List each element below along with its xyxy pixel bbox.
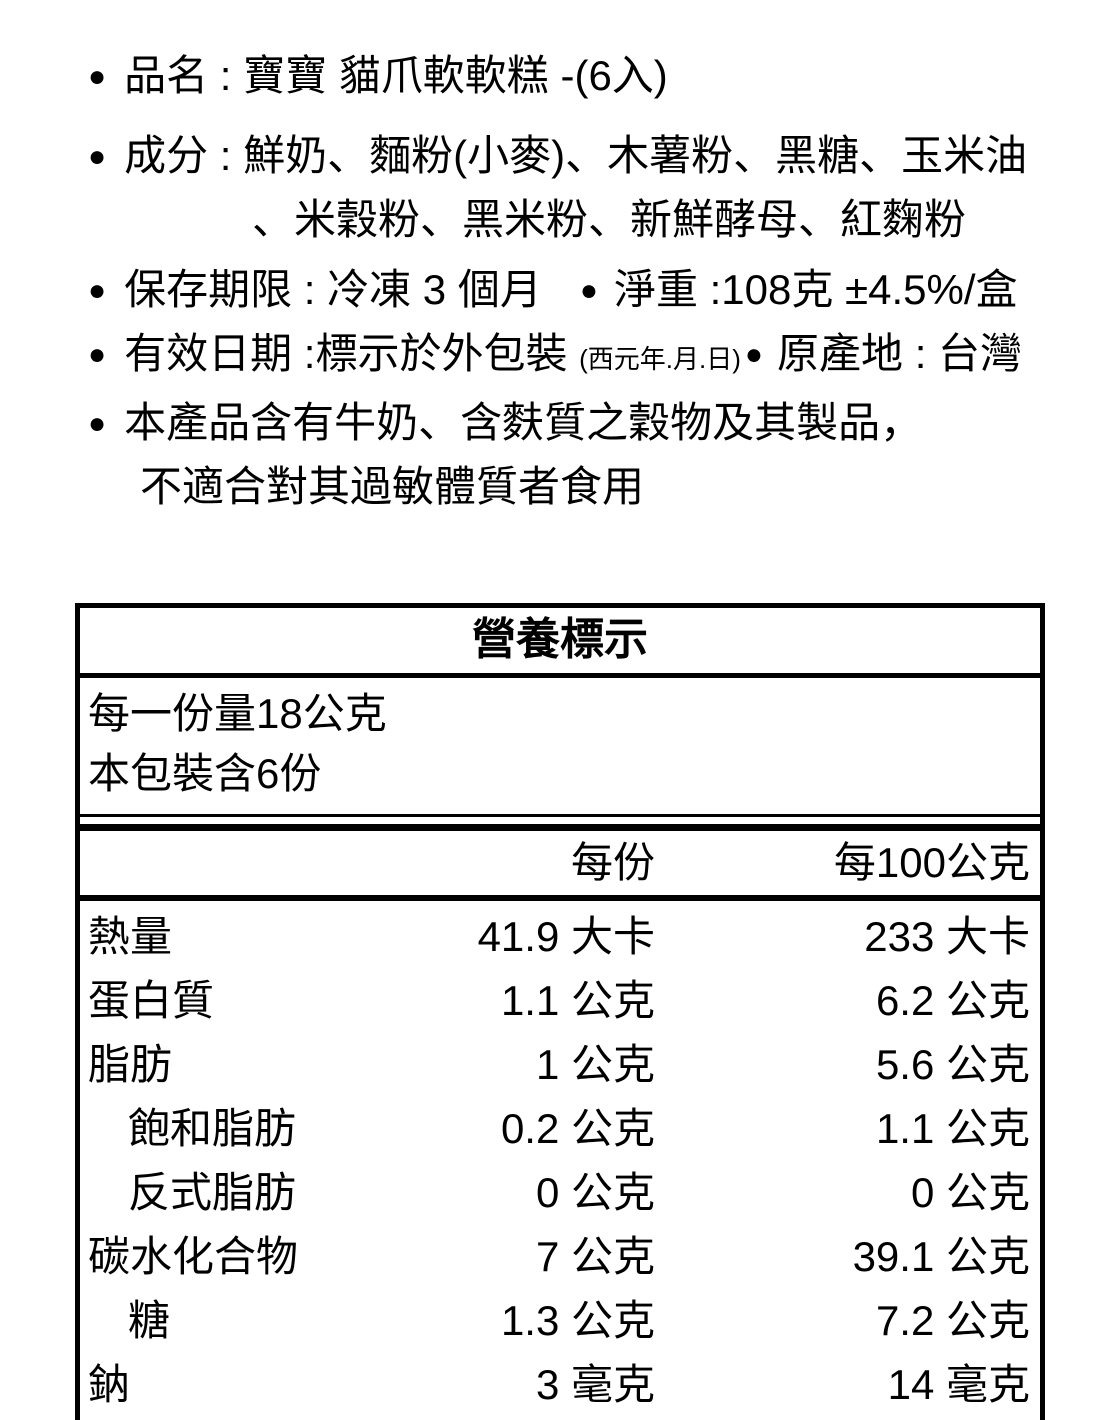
row-label: 蛋白質 <box>88 977 215 1024</box>
shelf-life-net-weight-row: ● 保存期限 : 冷凍 3 個月 ● 淨重 :108克 ±4.5%/盒 <box>88 266 1018 313</box>
serving-info-section: 每一份量18公克 本包裝含6份 <box>80 678 1040 817</box>
per-serving-value: 1.3 公克 <box>500 1297 655 1344</box>
serving-size-text: 每一份量18公克 <box>88 690 387 737</box>
per-100g-value: 6.2 公克 <box>875 977 1030 1024</box>
allergen-row-continuation: 不適合對其過敏體質者食用 <box>88 455 1120 519</box>
table-row-sugar: 糖 1.3 公克 7.2 公克 <box>88 1289 1030 1353</box>
allergen-text-line2: 不適合對其過敏體質者食用 <box>140 463 645 510</box>
table-row-sodium: 鈉 3 毫克 14 毫克 <box>88 1353 1030 1417</box>
expiry-text: 有效日期 :標示於外包裝 <box>124 330 568 377</box>
empty-header-cell <box>88 835 375 891</box>
per-100g-value: 14 毫克 <box>887 1361 1030 1408</box>
nutrition-table-title: 營養標示 <box>80 608 1040 678</box>
per-serving-value: 0 公克 <box>535 1169 655 1216</box>
per-serving-value: 1.1 公克 <box>500 977 655 1024</box>
table-row-saturated-fat: 飽和脂肪 0.2 公克 1.1 公克 <box>88 1097 1030 1161</box>
row-label: 碳水化合物 <box>88 1233 299 1280</box>
per-serving-value: 1 公克 <box>535 1041 655 1088</box>
table-row-calories: 熱量 41.9 大卡 233 大卡 <box>88 905 1030 969</box>
table-row-protein: 蛋白質 1.1 公克 6.2 公克 <box>88 969 1030 1033</box>
per-serving-value: 0.2 公克 <box>500 1105 655 1152</box>
row-label: 鈉 <box>88 1361 131 1408</box>
nutrition-rows: 熱量 41.9 大卡 233 大卡 蛋白質 1.1 公克 6.2 公克 脂肪 1… <box>80 901 1040 1420</box>
row-label: 糖 <box>128 1297 171 1344</box>
per-100g-value: 5.6 公克 <box>875 1041 1030 1088</box>
per-serving-value: 3 毫克 <box>535 1361 655 1408</box>
nutrition-facts-table: 營養標示 每一份量18公克 本包裝含6份 每份 每100公克 熱量 41.9 大… <box>75 603 1045 1420</box>
per-serving-value: 41.9 大卡 <box>477 913 655 960</box>
product-name-text: 品名 : 寶寶 貓爪軟軟糕 -(6入) <box>124 52 668 99</box>
ingredients-row-continuation: 、米穀粉、黑米粉、新鮮酵母、紅麴粉 <box>88 188 1120 252</box>
allergen-text-line1: 本產品含有牛奶、含麩質之穀物及其製品， <box>124 399 923 446</box>
net-weight-text: 淨重 :108克 ±4.5%/盒 <box>613 266 1018 313</box>
ingredients-text-line2: 、米穀粉、黑米粉、新鮮酵母、紅麴粉 <box>252 196 967 243</box>
per-100g-value: 233 大卡 <box>864 913 1030 960</box>
product-info-section: ● 品名 : 寶寶 貓爪軟軟糕 -(6入) ● 成分 : 鮮奶、麵粉(小麥)、木薯粉… <box>0 0 1120 519</box>
per-100g-value: 7.2 公克 <box>875 1297 1030 1344</box>
table-divider <box>80 817 1040 831</box>
allergen-row: ● 本產品含有牛奶、含麩質之穀物及其製品， <box>88 399 923 446</box>
per-100g-value: 1.1 公克 <box>875 1105 1030 1152</box>
row-label: 熱量 <box>88 913 173 960</box>
per-100g-value: 39.1 公克 <box>852 1233 1030 1280</box>
expiry-origin-row: ● 有效日期 :標示於外包裝 (西元年.月.日) ● 原產地 : 台灣 <box>88 330 1023 377</box>
per-serving-column-header: 每份 <box>570 839 655 886</box>
per-100g-value: 0 公克 <box>910 1169 1030 1216</box>
ingredients-row: ● 成分 : 鮮奶、麵粉(小麥)、木薯粉、黑糖、玉米油 <box>88 132 1028 179</box>
per-serving-value: 7 公克 <box>535 1233 655 1280</box>
row-label: 反式脂肪 <box>128 1169 297 1216</box>
table-row-fat: 脂肪 1 公克 5.6 公克 <box>88 1033 1030 1097</box>
ingredients-text-line1: 成分 : 鮮奶、麵粉(小麥)、木薯粉、黑糖、玉米油 <box>124 132 1028 179</box>
table-row-trans-fat: 反式脂肪 0 公克 0 公克 <box>88 1161 1030 1225</box>
per-100g-column-header: 每100公克 <box>833 839 1030 886</box>
shelf-life-text: 保存期限 : 冷凍 3 個月 <box>124 266 542 313</box>
origin-text: 原產地 : 台灣 <box>777 330 1023 377</box>
row-label: 飽和脂肪 <box>128 1105 297 1152</box>
product-name-row: ● 品名 : 寶寶 貓爪軟軟糕 -(6入) <box>88 52 668 99</box>
expiry-date-format-note: (西元年.月.日) <box>579 344 741 374</box>
table-row-carbohydrate: 碳水化合物 7 公克 39.1 公克 <box>88 1225 1030 1289</box>
servings-per-pack-text: 本包裝含6份 <box>88 750 322 797</box>
nutrition-column-header-row: 每份 每100公克 <box>80 831 1040 901</box>
row-label: 脂肪 <box>88 1041 173 1088</box>
